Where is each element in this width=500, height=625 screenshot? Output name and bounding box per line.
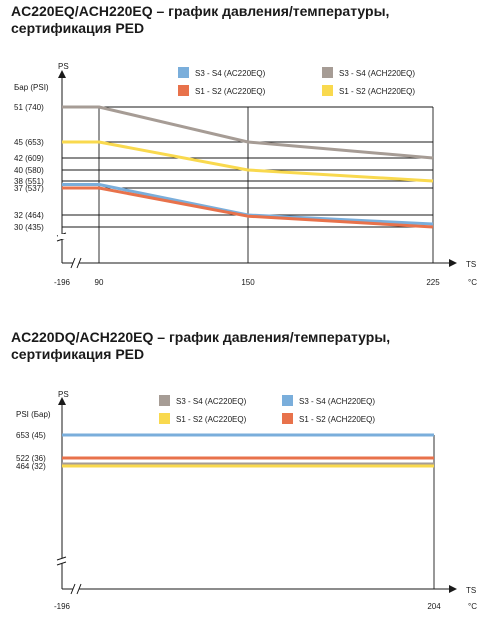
x-axis-units: °C bbox=[468, 278, 477, 287]
legend-label: S3 - S4 (AC220EQ) bbox=[176, 397, 247, 406]
legend-swatch bbox=[282, 395, 293, 406]
chart-1-title-line-1: AC220EQ/ACH220EQ – график давления/темпе… bbox=[11, 3, 390, 19]
y-tick-label: 30 (435) bbox=[14, 223, 44, 232]
x-tick-label: 150 bbox=[241, 278, 255, 287]
x-tick-label: 204 bbox=[427, 602, 441, 611]
legend-label: S1 - S2 (AC220EQ) bbox=[195, 87, 266, 96]
x-axis-break-gap bbox=[73, 585, 79, 593]
legend-swatch bbox=[178, 67, 189, 78]
series-line bbox=[62, 183, 434, 226]
x-axis-break-gap bbox=[73, 259, 79, 267]
chart-2: 653 (45) 522 (36)464 (32) -196 204 PS PSI (Ба… bbox=[16, 390, 477, 611]
y-tick-label: 32 (464) bbox=[14, 211, 44, 220]
legend-label: S1 - S2 (ACH220EQ) bbox=[339, 87, 415, 96]
y-tick-label: 45 (653) bbox=[14, 138, 44, 147]
y-axis-break-gap bbox=[58, 234, 66, 239]
legend-swatch bbox=[322, 67, 333, 78]
y-tick-label: 37 (537) bbox=[14, 184, 44, 193]
chart-2-title-line-2: сертификация PED bbox=[11, 346, 145, 362]
legend-label: S3 - S4 (AC220EQ) bbox=[195, 69, 266, 78]
y-axis-break-gap bbox=[58, 558, 66, 563]
series-line bbox=[62, 140, 434, 183]
x-axis-name: TS bbox=[466, 260, 476, 269]
legend-label: S1 - S2 (AC220EQ) bbox=[176, 415, 247, 424]
y-tick-label: 51 (740) bbox=[14, 103, 44, 112]
y-tick-label: 40 (580) bbox=[14, 166, 44, 175]
x-tick-label: 90 bbox=[95, 278, 104, 287]
x-axis-name: TS bbox=[466, 586, 476, 595]
legend-swatch bbox=[159, 395, 170, 406]
y-axis-units: PSI (Бар) bbox=[16, 410, 51, 419]
chart-1-title: AC220EQ/ACH220EQ – график давления/темпе… bbox=[11, 3, 389, 37]
y-axis-name: PS bbox=[58, 62, 69, 71]
legend-swatch bbox=[322, 85, 333, 96]
x-tick-label: 225 bbox=[426, 278, 440, 287]
x-axis-break bbox=[70, 583, 82, 595]
x-tick-label: -196 bbox=[54, 602, 71, 611]
y-axis-units: Бар (PSI) bbox=[14, 83, 49, 92]
y-tick-label: 522 (36) bbox=[16, 454, 46, 463]
y-tick-label: 464 (32) bbox=[16, 462, 46, 471]
x-axis-break bbox=[70, 257, 82, 269]
series-line bbox=[62, 186, 434, 229]
y-tick-label: 38 (551) bbox=[14, 177, 44, 186]
series-line bbox=[62, 105, 434, 160]
legend-swatch bbox=[159, 413, 170, 424]
x-axis-units: °C bbox=[468, 602, 477, 611]
chart-2-title: AC220DQ/ACH220EQ – график давления/темпе… bbox=[11, 329, 390, 363]
y-tick-label: 653 (45) bbox=[16, 431, 46, 440]
x-tick-label: -196 bbox=[54, 278, 71, 287]
chart-1-title-line-2: сертификация PED bbox=[11, 20, 145, 36]
y-tick-label: 42 (609) bbox=[14, 154, 44, 163]
legend-swatch bbox=[282, 413, 293, 424]
chart-1: 51 (740) 45 (653) 42 (609) 40 (580) 38 (551)… bbox=[14, 62, 477, 287]
y-axis-break bbox=[56, 556, 67, 566]
legend-label: S3 - S4 (ACH220EQ) bbox=[339, 69, 415, 78]
y-axis-name: PS bbox=[58, 390, 69, 399]
chart-2-title-line-1: AC220DQ/ACH220EQ – график давления/темпе… bbox=[11, 329, 391, 345]
legend-label: S3 - S4 (ACH220EQ) bbox=[299, 397, 375, 406]
legend-label: S1 - S2 (ACH220EQ) bbox=[299, 415, 375, 424]
legend-swatch bbox=[178, 85, 189, 96]
